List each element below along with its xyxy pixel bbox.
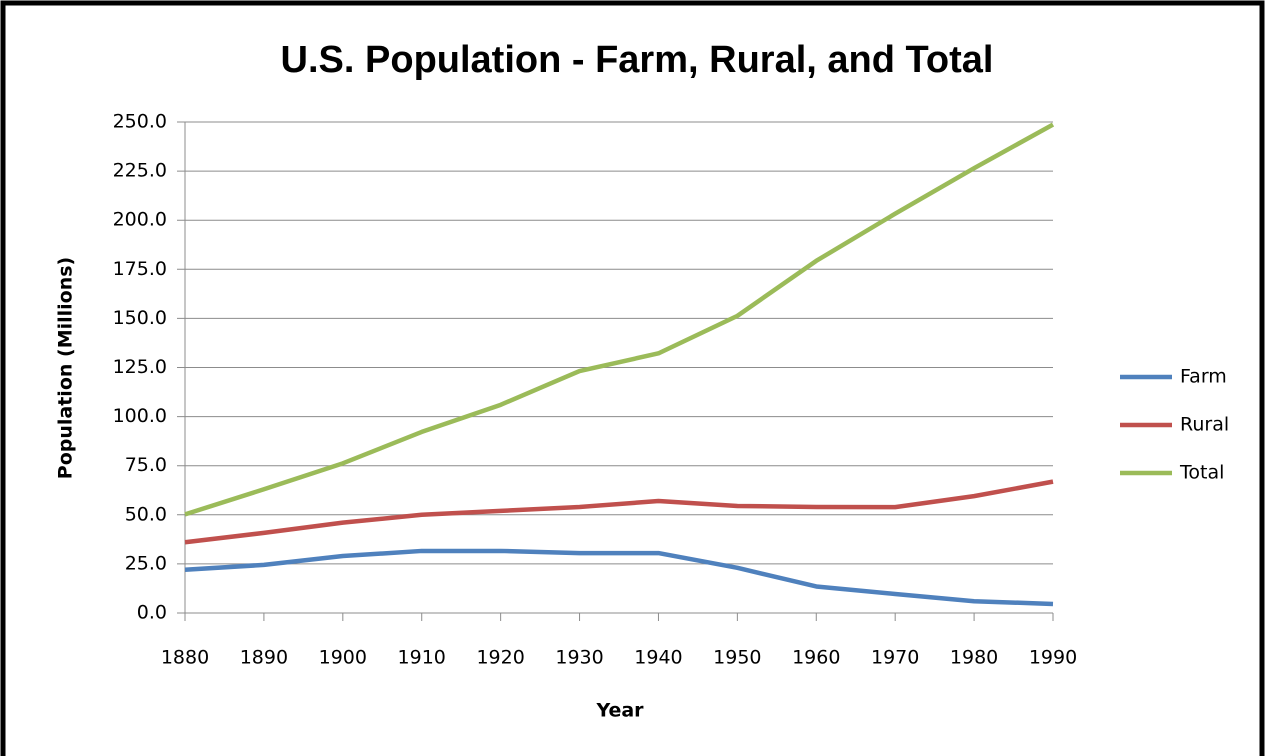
y-tick-label: 175.0 bbox=[113, 258, 167, 280]
x-tick-label: 1950 bbox=[713, 647, 761, 669]
y-tick-label: 200.0 bbox=[113, 209, 167, 231]
legend-label: Rural bbox=[1180, 414, 1229, 436]
y-tick-label: 150.0 bbox=[113, 307, 167, 329]
x-tick-label: 1980 bbox=[950, 647, 998, 669]
legend-label: Total bbox=[1179, 462, 1224, 484]
chart-title: U.S. Population - Farm, Rural, and Total bbox=[281, 39, 994, 81]
x-tick-label: 1990 bbox=[1029, 647, 1077, 669]
x-tick-label: 1970 bbox=[871, 647, 919, 669]
y-tick-label: 75.0 bbox=[125, 454, 167, 476]
x-tick-label: 1900 bbox=[319, 647, 367, 669]
x-tick-label: 1880 bbox=[161, 647, 209, 669]
y-tick-label: 0.0 bbox=[137, 602, 167, 624]
y-tick-label: 250.0 bbox=[113, 111, 167, 133]
line-series bbox=[184, 122, 1055, 517]
x-tick-label: 1910 bbox=[398, 647, 446, 669]
y-tick-label: 125.0 bbox=[113, 356, 167, 378]
legend-label: Farm bbox=[1180, 366, 1227, 388]
y-tick-label: 100.0 bbox=[113, 405, 167, 427]
line-series bbox=[184, 548, 1054, 607]
y-tick-label: 25.0 bbox=[125, 552, 167, 574]
y-tick-label: 50.0 bbox=[125, 503, 167, 525]
y-tick-label: 225.0 bbox=[113, 160, 167, 182]
x-tick-label: 1920 bbox=[476, 647, 524, 669]
x-tick-label: 1940 bbox=[634, 647, 682, 669]
line-series bbox=[184, 479, 1054, 545]
x-axis-label: Year bbox=[595, 700, 644, 722]
x-tick-label: 1960 bbox=[792, 647, 840, 669]
x-tick-label: 1890 bbox=[240, 647, 288, 669]
y-axis-label: Population (Millions) bbox=[55, 257, 77, 479]
x-tick-label: 1930 bbox=[555, 647, 603, 669]
